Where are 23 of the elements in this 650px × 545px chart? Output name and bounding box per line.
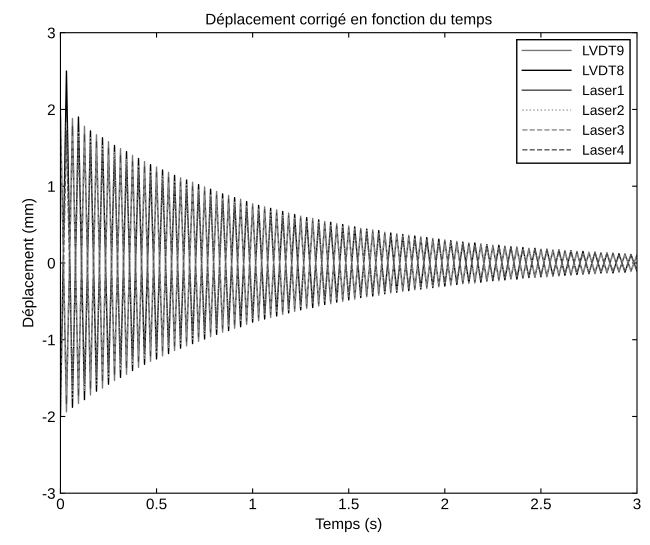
x-tick-label: 1.5 (339, 498, 359, 510)
x-tick-label: 0 (56, 498, 64, 510)
x-tick-label: 1 (250, 498, 256, 510)
legend-label: Laser3 (583, 125, 624, 135)
legend-label: LVDT8 (583, 65, 624, 76)
y-tick-label: -2 (42, 411, 55, 422)
y-tick-label: 0 (48, 258, 55, 269)
x-tick-label: 2 (441, 498, 448, 510)
y-tick-label: 2 (48, 104, 55, 115)
y-tick-label: -1 (42, 334, 55, 346)
y-axis-title: Déplacement (mm) (22, 198, 36, 327)
legend-label: LVDT9 (583, 46, 624, 56)
x-axis-title: Temps (s) (316, 518, 382, 532)
y-tick-label: 1 (48, 181, 55, 192)
chart-title: Déplacement corrigé en fonction du temps (206, 13, 492, 28)
x-tick-label: 2.5 (531, 498, 551, 510)
legend-label: Laser1 (583, 85, 624, 96)
y-tick-label: 3 (48, 28, 55, 38)
legend-label: Laser4 (583, 145, 624, 155)
x-tick-label: 3 (633, 498, 641, 510)
x-tick-label: 0.5 (146, 498, 167, 510)
y-tick-label: -3 (42, 488, 55, 499)
legend-label: Laser2 (583, 105, 624, 116)
